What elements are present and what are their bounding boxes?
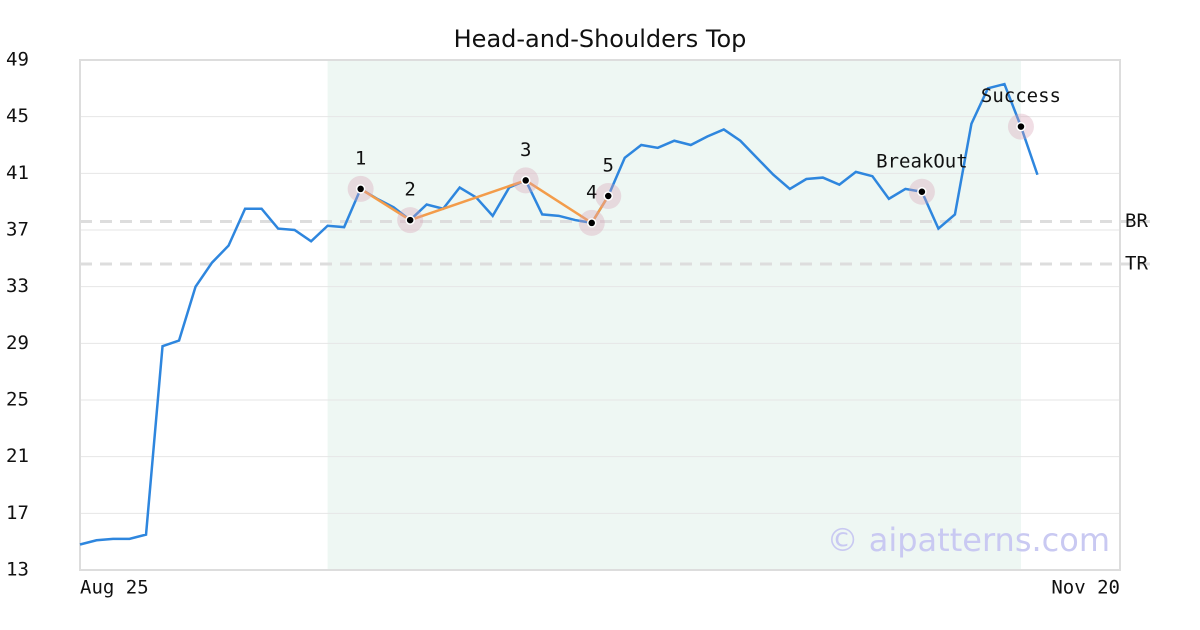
marker [603,191,614,201]
price-line [79,82,1039,546]
marker [520,175,531,186]
level-label: BR [1125,210,1148,232]
y-tick-label: 41 [6,162,29,184]
chart-title: Head-and-Shoulders Top [454,25,747,53]
y-tick-label: 21 [6,445,29,467]
marker [917,187,927,197]
marker [355,184,366,194]
y-tick-label: 33 [6,275,29,297]
y-tick-label: 37 [6,219,29,241]
marker [586,218,597,228]
plot-frame [79,59,1121,571]
y-tick-label: 29 [6,332,29,354]
marker-label: 2 [404,179,415,201]
y-tick-label: 17 [6,502,29,524]
marker-label: 3 [520,139,531,161]
marker-label: 4 [586,181,597,203]
marker-label: 1 [355,147,366,169]
marker-label: 5 [603,155,614,177]
marker-label: BreakOut [876,150,968,172]
marker [1016,121,1026,132]
y-tick-label: 45 [6,105,29,127]
watermark: © aipatterns.com [827,521,1110,559]
y-tick-label: 13 [6,559,29,581]
marker-label: Success [981,85,1061,107]
y-tick-label: 25 [6,389,29,411]
marker [405,215,415,225]
level-label: TR [1125,253,1148,275]
pattern-region [327,60,1021,570]
x-tick-label: Nov 20 [1051,577,1120,599]
y-tick-label: 49 [6,49,29,71]
x-tick-label: Aug 25 [80,577,149,599]
